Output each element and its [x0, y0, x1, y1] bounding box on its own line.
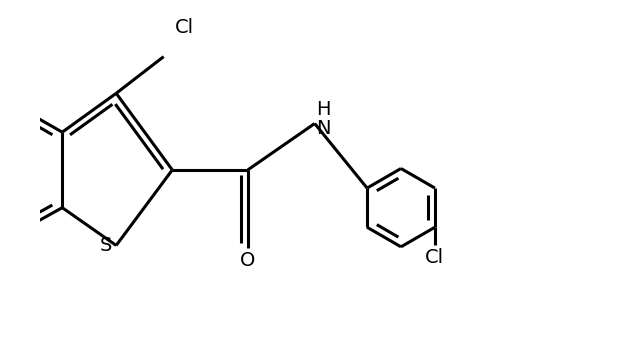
Text: Cl: Cl: [175, 18, 193, 37]
Text: N: N: [316, 119, 330, 138]
Text: H: H: [316, 100, 330, 119]
Text: S: S: [99, 236, 112, 255]
Text: Cl: Cl: [426, 248, 444, 267]
Text: O: O: [240, 251, 255, 269]
